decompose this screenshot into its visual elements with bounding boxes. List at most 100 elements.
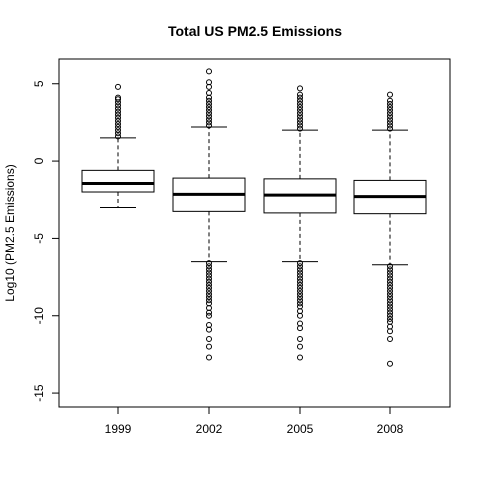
outlier-point [297, 335, 303, 342]
outlier-point [115, 127, 121, 134]
outlier-point [206, 278, 212, 285]
outlier-point [297, 107, 303, 114]
box-2002 [172, 68, 246, 361]
outlier-point [387, 288, 393, 294]
y-tick-label: -5 [32, 233, 46, 244]
outlier-point [387, 269, 393, 276]
outlier-point [387, 297, 393, 304]
outlier-point [387, 110, 393, 117]
y-axis-label: Log10 (PM2.5 Emissions) [3, 164, 17, 301]
outlier-point [115, 133, 121, 140]
outlier-point [387, 294, 393, 301]
box-series [81, 68, 427, 367]
outlier-point [206, 343, 212, 350]
outlier-point [387, 328, 393, 335]
outlier-point [206, 335, 212, 342]
outlier-point [297, 288, 303, 294]
outlier-point [297, 119, 303, 126]
outlier-point [206, 266, 212, 273]
outlier-point [387, 263, 393, 270]
y-tick-label: 5 [32, 80, 46, 87]
outlier-point [206, 68, 212, 75]
outlier-point [297, 113, 303, 120]
outlier-point [206, 107, 212, 114]
outlier-point [297, 297, 303, 304]
y-tick-label: -10 [32, 307, 46, 325]
outlier-point [115, 105, 121, 112]
outlier-point [206, 275, 212, 282]
outlier-point [115, 108, 121, 115]
outlier-point [387, 360, 393, 367]
box-1999 [81, 83, 155, 208]
outlier-point [297, 260, 303, 267]
outlier-point [206, 103, 212, 110]
outlier-point [297, 110, 303, 117]
outlier-point [297, 294, 303, 301]
outlier-point [206, 260, 212, 267]
outlier-point [297, 103, 303, 110]
outlier-point [115, 83, 121, 90]
outlier-point [387, 122, 393, 129]
outlier-point [297, 94, 303, 101]
outlier-point [387, 272, 393, 279]
x-tick-label: 1999 [105, 422, 132, 436]
outlier-point [206, 294, 212, 301]
outlier-point [387, 278, 393, 285]
outlier-point [297, 116, 303, 123]
outlier-point [297, 122, 303, 129]
outlier-point [387, 300, 393, 307]
outlier-point [387, 116, 393, 123]
outlier-point [206, 97, 212, 104]
outlier-point [387, 119, 393, 126]
outlier-point [206, 113, 212, 120]
outlier-point [115, 117, 121, 124]
outlier-point [206, 284, 212, 291]
outlier-point [297, 343, 303, 350]
x-tick-label: 2008 [377, 422, 404, 436]
outlier-point [297, 125, 303, 132]
outlier-point [115, 130, 121, 137]
box-2008 [353, 91, 427, 367]
outlier-point [206, 263, 212, 270]
outlier-point [297, 269, 303, 276]
outlier-point [206, 100, 212, 107]
outlier-point [115, 120, 121, 127]
outlier-point [206, 116, 212, 123]
outlier-point [206, 309, 212, 316]
outlier-point [297, 278, 303, 285]
outlier-point [387, 91, 393, 98]
outlier-point [206, 291, 212, 298]
outlier-point [115, 111, 121, 118]
outlier-point [297, 291, 303, 298]
outlier-point [206, 312, 212, 319]
outlier-point [297, 85, 303, 92]
outlier-point [387, 315, 393, 322]
outlier-point [387, 312, 393, 319]
outlier-point [387, 275, 393, 282]
outlier-point [387, 97, 393, 104]
outlier-point [297, 275, 303, 282]
outlier-point [387, 103, 393, 110]
y-tick-label: -15 [32, 384, 46, 402]
box-2005 [263, 85, 337, 361]
outlier-point [387, 100, 393, 107]
outlier-point [387, 107, 393, 114]
outlier-point [206, 122, 212, 129]
outlier-point [297, 100, 303, 107]
outlier-point [297, 284, 303, 291]
outlier-point [206, 119, 212, 126]
x-tick-label: 2005 [287, 422, 314, 436]
outlier-point [206, 354, 212, 361]
outlier-point [297, 266, 303, 273]
outlier-point [206, 288, 212, 294]
outlier-point [297, 97, 303, 104]
x-tick-label: 2002 [196, 422, 223, 436]
outlier-point [206, 281, 212, 288]
outlier-point [206, 79, 212, 86]
outlier-point [387, 281, 393, 288]
chart-title: Total US PM2.5 Emissions [168, 23, 342, 39]
outlier-point [206, 326, 212, 333]
outlier-point [115, 102, 121, 109]
outlier-point [115, 114, 121, 121]
outlier-point [387, 125, 393, 132]
